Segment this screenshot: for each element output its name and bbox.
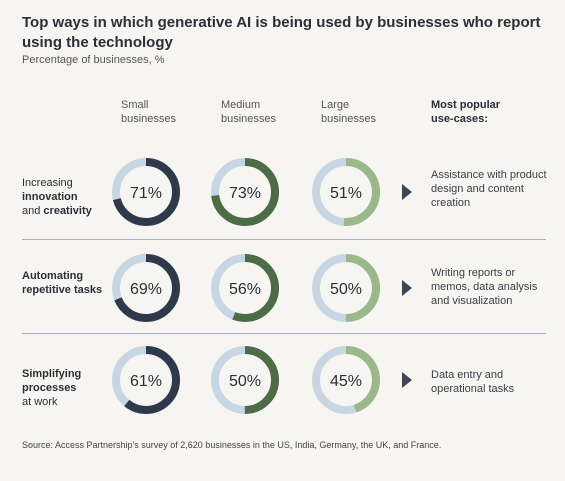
use-case-innovation: Assistance with product design and conte… (431, 168, 551, 210)
column-header-large: Large businesses (321, 98, 376, 126)
donut-value-label: 56% (229, 281, 261, 298)
donut-value-label: 51% (330, 185, 362, 202)
donut-1-0: 73% (211, 158, 279, 226)
arrow-right-icon (402, 280, 412, 296)
donut-value-arc (112, 346, 180, 414)
use-case-line: operational tasks (431, 383, 515, 395)
column-header-use-cases: Most popular use-cases: (431, 98, 500, 126)
row-label-innovation: Increasing innovation and creativity (22, 176, 92, 218)
donut-value-label: 73% (229, 185, 261, 202)
column-header-line: Small (121, 99, 149, 111)
chart-title: Top ways in which generative AI is being… (22, 14, 541, 51)
row-label-part: innovation (22, 191, 78, 203)
use-case-line: design and content (431, 183, 524, 195)
row-label-part: and (22, 205, 44, 217)
row-label-part: at work (22, 396, 58, 408)
row-label-part: processes (22, 382, 77, 394)
donut-2-1: 50% (312, 254, 380, 322)
donut-1-1: 56% (211, 254, 279, 322)
row-label-part: Simplifying (22, 368, 82, 380)
column-header-line: businesses (121, 113, 177, 125)
use-case-line: creation (431, 197, 471, 209)
arrow-right-icon (402, 184, 412, 200)
use-case-automating: Writing reports or memos, data analysis … (431, 266, 551, 308)
chart-subtitle: Percentage of businesses, % (22, 54, 165, 66)
donut-value-arc (112, 158, 180, 226)
use-case-line: memos, data analysis (431, 281, 538, 293)
use-case-line: Writing reports or (431, 267, 516, 279)
donut-value-label: 69% (130, 281, 162, 298)
arrow-right-icon (402, 372, 412, 388)
donut-value-arc (112, 254, 180, 322)
use-case-line: Data entry and (431, 369, 504, 381)
donut-0-1: 69% (112, 254, 180, 322)
row-label-part: repetitive tasks (22, 284, 103, 296)
column-header-small: Small businesses (121, 98, 176, 126)
row-label-automating: Automating repetitive tasks (22, 269, 102, 297)
row-label-part: Increasing (22, 177, 73, 189)
column-header-line: Large (321, 99, 350, 111)
row-divider (22, 333, 546, 334)
donut-2-0: 51% (312, 158, 380, 226)
column-header-line: use-cases: (431, 113, 488, 125)
use-case-line: Assistance with product (431, 169, 547, 181)
donut-value-arc (211, 158, 279, 226)
donut-value-arc (211, 254, 279, 322)
use-case-simplifying: Data entry and operational tasks (431, 368, 551, 396)
row-divider (22, 239, 546, 240)
column-header-line: Most popular (431, 99, 501, 111)
donut-value-label: 45% (330, 373, 362, 390)
row-label-part: Automating (22, 270, 84, 282)
donut-value-label: 50% (330, 281, 362, 298)
use-case-line: and visualization (431, 295, 513, 307)
row-label-part: creativity (43, 205, 92, 217)
donut-value-label: 50% (229, 373, 261, 390)
donut-2-2: 45% (312, 346, 380, 414)
column-header-line: businesses (321, 113, 377, 125)
donut-0-0: 71% (112, 158, 180, 226)
source-note: Source: Access Partnership's survey of 2… (22, 440, 442, 450)
donut-value-arc (312, 346, 380, 414)
column-header-medium: Medium businesses (221, 98, 276, 126)
donut-1-2: 50% (211, 346, 279, 414)
column-header-line: Medium (221, 99, 261, 111)
donut-value-arc (312, 158, 380, 226)
donut-value-label: 61% (130, 373, 162, 390)
column-header-line: businesses (221, 113, 277, 125)
donut-0-2: 61% (112, 346, 180, 414)
donut-value-arc (211, 346, 279, 414)
row-label-simplifying: Simplifying processes at work (22, 367, 81, 409)
donut-value-label: 71% (130, 185, 162, 202)
donut-value-arc (312, 254, 380, 322)
